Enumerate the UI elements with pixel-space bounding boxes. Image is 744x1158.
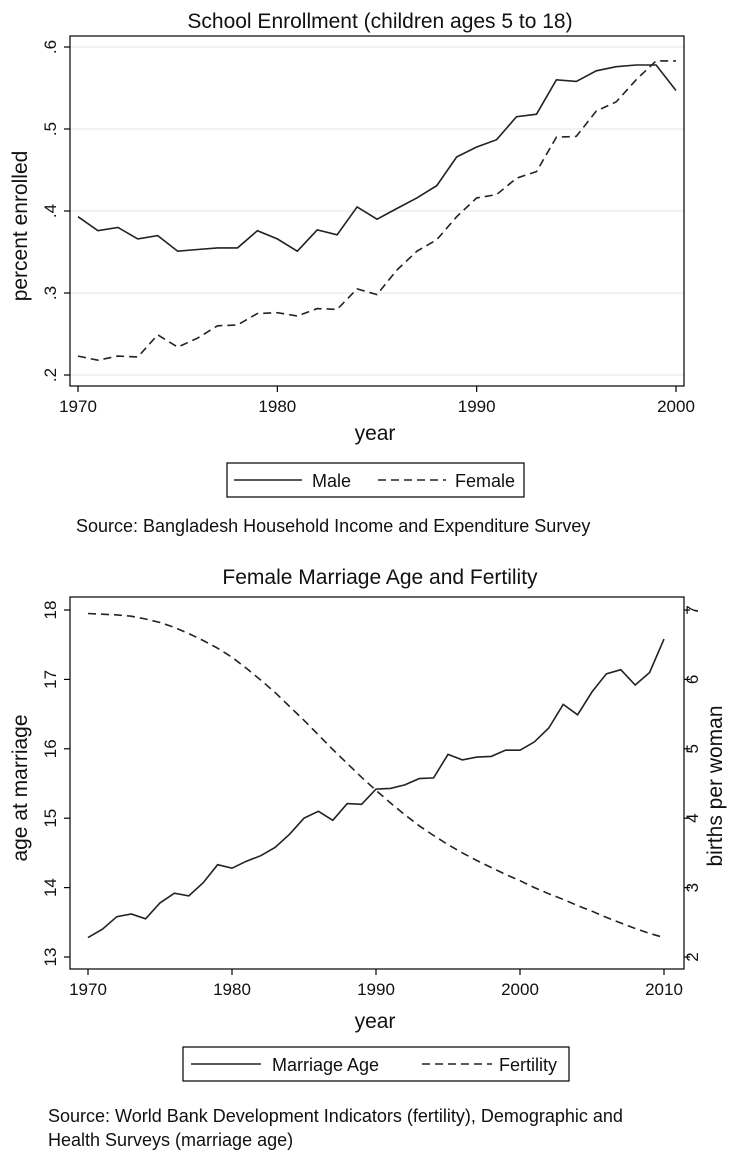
school-enrollment-chart: School Enrollment (children ages 5 to 18…: [9, 10, 695, 536]
chart2-right-y-ticks: 2 3 4 5 6 7: [683, 605, 702, 961]
chart1-y-tick-label: .5: [41, 122, 60, 136]
marriage-fertility-chart: Female Marriage Age and Fertility 13 14 15…: [9, 566, 727, 1150]
chart2-axes: [69, 596, 685, 970]
chart1-x-axis-label: year: [355, 422, 396, 445]
chart2-left-y-axis-label: age at marriage: [9, 714, 32, 861]
chart1-x-tick-label: 1970: [59, 397, 97, 416]
chart2-legend-marriage-label: Marriage Age: [272, 1055, 379, 1075]
chart2-fertility-line: [87, 612, 665, 939]
chart2-left-y-tick-label: 13: [41, 948, 60, 967]
chart2-left-y-tick-label: 16: [41, 739, 60, 758]
chart2-right-y-tick-label: 5: [683, 744, 702, 753]
chart1-male-line: [77, 64, 677, 253]
chart1-x-tick-label: 2000: [657, 397, 695, 416]
chart2-x-tick-label: 1990: [357, 980, 395, 999]
chart2-right-y-tick-label: 2: [683, 952, 702, 961]
chart2-x-tick-label: 1970: [69, 980, 107, 999]
chart1-gridlines: [70, 46, 684, 376]
chart1-y-tick-label: .3: [41, 286, 60, 300]
chart2-legend: Marriage Age Fertility: [182, 1046, 570, 1082]
chart1-x-tick-label: 1990: [458, 397, 496, 416]
chart2-right-y-tick-label: 4: [683, 813, 702, 822]
chart1-title: School Enrollment (children ages 5 to 18…: [187, 10, 572, 33]
chart2-right-y-tick-label: 7: [683, 605, 702, 614]
chart2-source-note-line2: Health Surveys (marriage age): [48, 1130, 293, 1150]
chart2-left-y-ticks: 13 14 15 16 17 18: [41, 601, 70, 967]
chart1-y-ticks: .2 .3 .4 .5 .6: [41, 40, 70, 382]
chart2-marriage-age-line: [87, 638, 665, 939]
chart2-x-tick-label: 1980: [213, 980, 251, 999]
chart1-female-line: [77, 60, 676, 362]
chart2-right-y-tick-label: 6: [683, 675, 702, 684]
chart1-legend: Male Female: [226, 462, 525, 498]
chart2-left-y-tick-label: 18: [41, 601, 60, 620]
chart2-right-y-tick-label: 3: [683, 883, 702, 892]
chart1-source-note: Source: Bangladesh Household Income and …: [76, 516, 590, 536]
chart2-series-lines: [87, 612, 665, 939]
chart2-left-y-tick-label: 17: [41, 670, 60, 689]
chart2-x-axis-label: year: [355, 1010, 396, 1033]
chart2-x-ticks: 1970 1980 1990 2000 2010: [69, 969, 683, 999]
chart1-y-axis-label: percent enrolled: [9, 151, 32, 302]
chart2-title: Female Marriage Age and Fertility: [222, 566, 538, 589]
chart1-y-tick-label: .4: [41, 204, 60, 218]
chart1-x-ticks: 1970 1980 1990 2000: [59, 386, 695, 416]
chart2-source-note-line1: Source: World Bank Development Indicator…: [48, 1106, 623, 1126]
chart1-y-tick-label: .6: [41, 40, 60, 54]
chart2-x-tick-label: 2010: [645, 980, 683, 999]
chart2-right-y-axis-label: births per woman: [704, 705, 727, 866]
chart2-left-y-tick-label: 15: [41, 809, 60, 828]
chart1-series-lines: [77, 60, 677, 362]
chart1-legend-male-label: Male: [312, 471, 351, 491]
chart2-left-y-tick-label: 14: [41, 878, 60, 897]
chart1-legend-female-label: Female: [455, 471, 515, 491]
chart2-plot-frame: [69, 596, 685, 970]
chart1-x-tick-label: 1980: [258, 397, 296, 416]
chart2-legend-fertility-label: Fertility: [499, 1055, 557, 1075]
chart2-x-tick-label: 2000: [501, 980, 539, 999]
chart1-y-tick-label: .2: [41, 368, 60, 382]
